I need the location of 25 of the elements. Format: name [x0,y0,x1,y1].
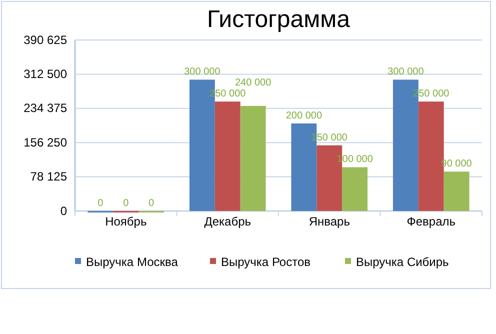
data-label: 300 000 [184,66,221,78]
x-tick-label: Январь [308,214,350,229]
bar [342,167,368,211]
data-label: 300 000 [388,66,424,78]
legend-label: Выручка Ростов [221,255,311,269]
y-tick-label: 234 375 [24,101,68,116]
data-label: 0 [148,198,155,209]
legend-label: Выручка Сибирь [356,255,449,269]
bar [214,102,240,211]
bar [444,172,470,211]
legend-label: Выручка Москва [86,255,178,269]
data-label: 0 [98,198,104,209]
y-tick-label: 0 [60,204,68,218]
x-tick-label: Ноябрь [105,214,147,229]
y-tick-label: 390 625 [24,32,68,47]
y-tick-label: 312 500 [24,67,68,82]
data-label: 0 [123,198,130,209]
bar [240,106,266,211]
data-label: 200 000 [286,110,322,122]
x-tick-label: Февраль [406,214,456,229]
chart-title: Гистограмма [207,6,351,33]
y-tick-label: 78 125 [30,170,68,184]
data-label: 240 000 [234,78,272,89]
x-tick-label: Декабрь [204,214,252,229]
y-tick-label: 156 250 [24,135,68,150]
